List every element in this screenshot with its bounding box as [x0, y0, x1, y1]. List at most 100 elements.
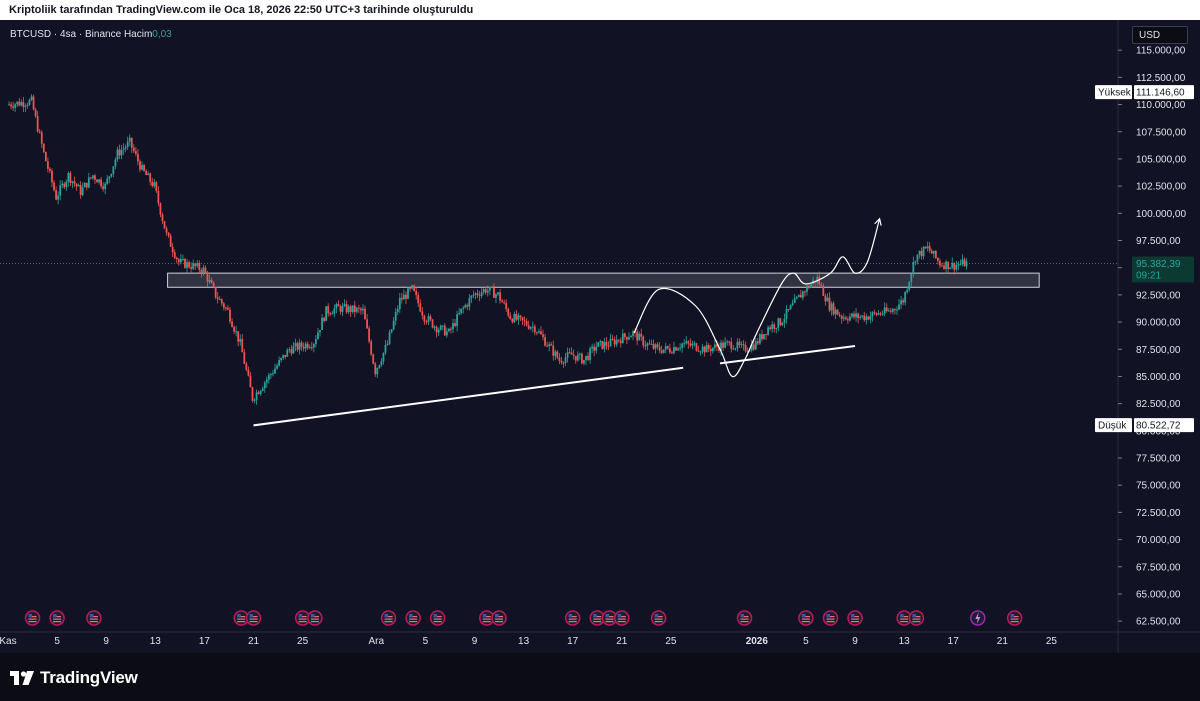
tradingview-logo-icon — [10, 671, 34, 685]
flag-stripe — [1010, 618, 1019, 620]
candle-body — [40, 132, 43, 144]
flag-stripe — [801, 616, 810, 618]
candle-body — [867, 316, 870, 320]
currency-selector[interactable]: USD — [1132, 26, 1188, 44]
candle-body — [777, 318, 780, 328]
x-tick-label: 25 — [297, 636, 309, 647]
candle-body — [816, 276, 819, 283]
flag-stripe — [310, 621, 319, 623]
candle-body — [673, 347, 675, 354]
candle-body — [247, 369, 250, 376]
candle-body — [769, 327, 772, 330]
candle-body — [173, 252, 176, 258]
candle-body — [427, 316, 430, 323]
flag-stripe — [900, 618, 909, 620]
candle-body — [742, 344, 745, 346]
candle-body — [141, 165, 143, 170]
candle-body — [605, 341, 608, 346]
price-chart[interactable]: 62.500,00 65.000,00 67.500,00 70.000,00 72.5… — [0, 20, 1200, 653]
symbol-label[interactable]: BTCUSD · 4sa · Binance — [10, 29, 122, 40]
candle-body — [169, 235, 172, 247]
candle-body — [81, 187, 84, 195]
candle-body — [34, 109, 37, 117]
candle-body — [621, 333, 624, 344]
candle-body — [562, 362, 565, 364]
flag-stripe — [433, 621, 442, 623]
x-tick-label: 25 — [665, 636, 677, 647]
candle-body — [53, 182, 55, 191]
candle-body — [736, 341, 739, 349]
candle-body — [175, 257, 178, 260]
candle-body — [116, 149, 119, 160]
candle-body — [272, 373, 274, 375]
candle-body — [658, 346, 661, 351]
candle-body — [722, 342, 724, 348]
candle-body — [364, 308, 366, 320]
us-flag-icon — [491, 610, 507, 626]
flag-stripe — [912, 621, 921, 623]
candle-body — [932, 250, 935, 254]
candle-body — [349, 306, 352, 313]
candle-body — [497, 292, 499, 295]
candle-body — [472, 294, 475, 296]
flag-stripe — [593, 616, 602, 618]
candle-body — [267, 374, 270, 380]
candle-body — [677, 348, 679, 351]
candle-body — [607, 345, 610, 347]
candle-body — [423, 315, 426, 322]
us-flag-icon — [614, 610, 630, 626]
candle-body — [675, 347, 677, 351]
us-flag-icon — [307, 610, 323, 626]
flag-canton — [495, 614, 499, 617]
candle-body — [290, 349, 293, 354]
flag-stripe — [433, 618, 442, 620]
candle-body — [163, 221, 166, 229]
candle-body — [282, 354, 285, 358]
candle-body — [787, 309, 790, 311]
flag-stripe — [826, 618, 835, 620]
chart-panel[interactable]: 62.500,00 65.000,00 67.500,00 70.000,00 72.5… — [0, 20, 1200, 653]
x-tick-label: 25 — [1046, 636, 1058, 647]
candle-body — [161, 214, 164, 222]
candle-body — [615, 339, 618, 345]
x-tick-label: 5 — [803, 636, 809, 647]
candle-body — [439, 325, 442, 330]
y-tick-label: 110.000,00 — [1136, 100, 1186, 111]
candle-body — [237, 331, 240, 342]
candle-body — [781, 322, 784, 326]
x-tick-label: 9 — [103, 636, 109, 647]
x-tick-label: 21 — [616, 636, 628, 647]
flag-stripe — [237, 621, 246, 623]
candle-body — [488, 287, 491, 291]
candle-body — [20, 102, 23, 106]
candle-body — [360, 308, 362, 311]
candle-body — [664, 346, 667, 350]
header-bar: Kriptoliik tarafından TradingView.com il… — [0, 0, 1200, 20]
flag-stripe — [482, 621, 491, 623]
us-flag-icon — [380, 610, 397, 626]
candle-body — [585, 355, 587, 361]
candle-body — [695, 343, 698, 351]
candle-body — [69, 172, 72, 183]
candle-body — [883, 307, 886, 314]
flag-stripe — [249, 621, 258, 623]
y-tick-label: 87.500,00 — [1136, 345, 1181, 356]
candle-body — [484, 289, 487, 293]
candle-body — [83, 182, 86, 188]
candle-body — [965, 261, 968, 267]
candle-body — [182, 258, 184, 260]
candle-body — [251, 387, 254, 401]
candle-body — [889, 310, 892, 312]
candle-body — [896, 309, 898, 311]
candle-body — [881, 313, 884, 315]
projection-arrowhead — [874, 217, 882, 226]
candle-body — [454, 323, 456, 326]
candle-body — [239, 338, 242, 342]
chart-legend: BTCUSD · 4sa · Binance Hacim0,03 — [10, 29, 172, 40]
flag-stripe — [298, 618, 307, 620]
flag-stripe — [912, 616, 921, 618]
candle-body — [529, 327, 532, 329]
projection-curve — [633, 218, 881, 378]
candle-body — [636, 331, 639, 341]
candle-body — [77, 184, 80, 187]
